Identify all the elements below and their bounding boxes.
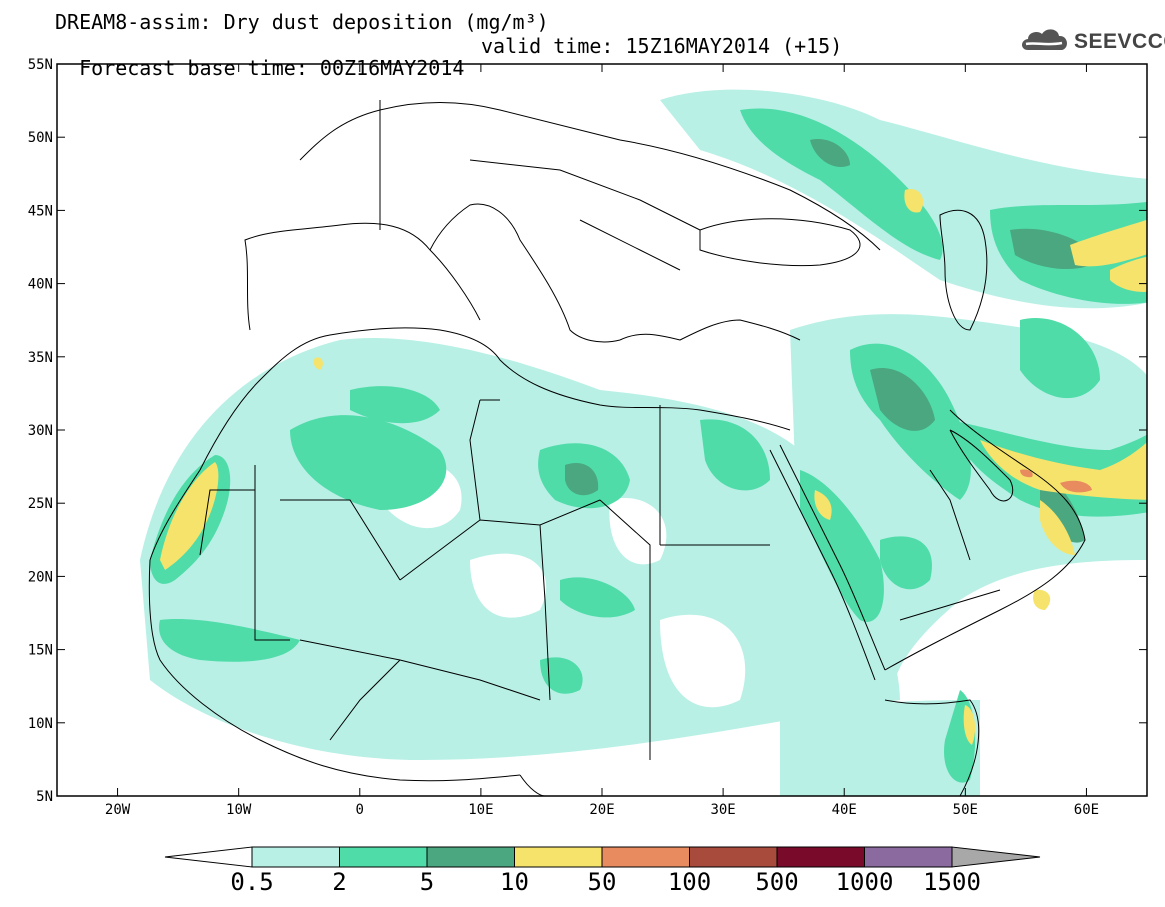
lon-label: 20E (589, 802, 614, 818)
forecast-base-time: Forecast base time: 00Z16MAY2014 (79, 56, 465, 80)
lon-label: 50E (953, 802, 978, 818)
lat-label: 15N (28, 643, 53, 659)
lat-label: 40N (28, 277, 53, 293)
colorbar-label: 1000 (835, 868, 894, 896)
colorbar-label: 2 (332, 868, 347, 896)
lon-label: 30E (710, 802, 735, 818)
lat-label: 5N (36, 789, 53, 805)
lat-label: 45N (28, 203, 53, 219)
lat-label: 10N (28, 716, 53, 732)
lat-label: 20N (28, 569, 53, 585)
colorbar-label: 50 (587, 868, 617, 896)
lon-label: 20W (105, 802, 131, 818)
logo-text: SEEVCCC (1074, 30, 1165, 53)
colorbar-label: 100 (667, 868, 712, 896)
cloud-icon (1022, 29, 1068, 50)
seevccc-logo: SEEVCCC (1018, 24, 1165, 56)
lat-label: 50N (28, 130, 53, 146)
lon-label: 60E (1074, 802, 1099, 818)
longitude-ticks: 20W 10W 0 10E 20E 30E 40E 50E 60E (105, 64, 1099, 818)
colorbar-label: 1500 (923, 868, 981, 896)
lat-label: 25N (28, 496, 53, 512)
valid-time: valid time: 15Z16MAY2014 (+15) (481, 34, 843, 58)
lon-label: 10E (468, 802, 493, 818)
dust-field-layer (140, 89, 1147, 796)
lat-label: 55N (28, 57, 53, 73)
lat-label: 30N (28, 423, 53, 439)
lon-label: 10W (226, 802, 252, 818)
forecast-time-line: Forecast base time: 00Z16MAY2014 valid t… (55, 35, 842, 101)
colorbar-label: 0.5 (230, 868, 274, 896)
lon-label: 40E (832, 802, 857, 818)
latitude-ticks: 55N 50N 45N 40N 35N 30N 25N 20N 15N 10N 5N (28, 57, 1147, 805)
lon-label: 0 (356, 802, 364, 818)
colorbar-label: 500 (755, 868, 799, 896)
map-title: DREAM8-assim: Dry dust deposition (mg/m³… (55, 10, 549, 34)
coastlines-layer (148, 100, 1086, 796)
colorbar-label: 10 (500, 868, 529, 896)
lat-label: 35N (28, 350, 53, 366)
colorbar-label: 5 (419, 868, 435, 896)
